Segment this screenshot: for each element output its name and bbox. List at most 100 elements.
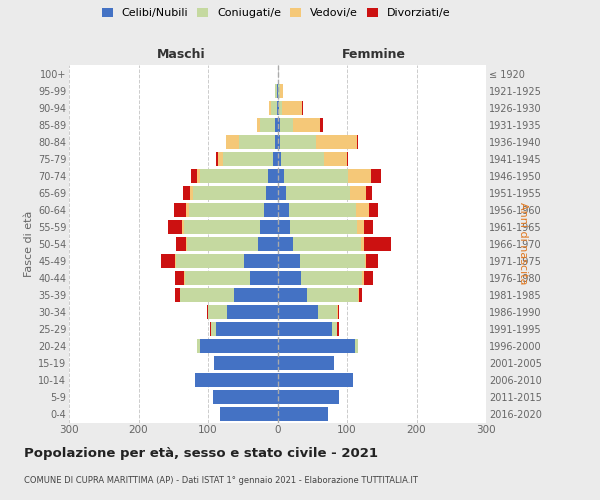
Bar	[185, 271, 250, 285]
Bar	[275, 118, 277, 132]
Bar	[286, 186, 350, 200]
Bar	[364, 237, 391, 250]
Bar	[301, 254, 365, 268]
Bar	[217, 322, 277, 336]
Bar	[281, 152, 324, 166]
Bar	[365, 254, 367, 268]
Bar	[358, 288, 359, 302]
Bar	[293, 237, 361, 250]
Bar	[277, 271, 301, 285]
Bar	[274, 152, 277, 166]
Bar	[197, 168, 200, 182]
Bar	[269, 100, 271, 114]
Bar	[283, 100, 302, 114]
Bar	[210, 322, 211, 336]
Bar	[280, 84, 283, 98]
Bar	[320, 118, 323, 132]
Bar	[324, 152, 347, 166]
Bar	[184, 271, 185, 285]
Bar	[263, 202, 277, 216]
Bar	[206, 305, 208, 319]
Bar	[190, 186, 193, 200]
Bar	[213, 390, 277, 404]
Bar	[337, 305, 338, 319]
Bar	[280, 134, 316, 148]
Bar	[175, 288, 180, 302]
Bar	[302, 100, 303, 114]
Bar	[268, 168, 277, 182]
Bar	[367, 254, 378, 268]
Bar	[184, 220, 260, 234]
Bar	[214, 356, 277, 370]
Bar	[279, 100, 283, 114]
Bar	[277, 186, 286, 200]
Bar	[362, 271, 364, 285]
Bar	[271, 100, 277, 114]
Bar	[290, 220, 358, 234]
Bar	[278, 84, 280, 98]
Bar	[161, 254, 175, 268]
Bar	[277, 100, 279, 114]
Y-axis label: Fasce di età: Fasce di età	[23, 210, 34, 277]
Bar	[187, 237, 258, 250]
Bar	[277, 254, 301, 268]
Bar	[187, 202, 188, 216]
Bar	[277, 152, 281, 166]
Bar	[200, 339, 277, 353]
Bar	[364, 220, 373, 234]
Bar	[338, 305, 340, 319]
Bar	[275, 84, 277, 98]
Bar	[361, 237, 364, 250]
Bar	[358, 220, 364, 234]
Bar	[293, 118, 320, 132]
Bar	[217, 152, 218, 166]
Bar	[284, 168, 349, 182]
Bar	[277, 237, 293, 250]
Bar	[200, 168, 268, 182]
Bar	[266, 186, 277, 200]
Bar	[318, 305, 337, 319]
Bar	[277, 305, 318, 319]
Bar	[260, 220, 277, 234]
Bar	[211, 322, 217, 336]
Bar	[175, 254, 176, 268]
Legend: Celibi/Nubili, Coniugati/e, Vedovi/e, Divorziati/e: Celibi/Nubili, Coniugati/e, Vedovi/e, Di…	[100, 6, 452, 20]
Bar	[244, 254, 277, 268]
Bar	[355, 339, 358, 353]
Text: COMUNE DI CUPRA MARITTIMA (AP) - Dati ISTAT 1° gennaio 2021 - Elaborazione TUTTI: COMUNE DI CUPRA MARITTIMA (AP) - Dati IS…	[24, 476, 418, 485]
Bar	[191, 168, 197, 182]
Bar	[260, 118, 275, 132]
Bar	[235, 288, 277, 302]
Bar	[186, 237, 187, 250]
Bar	[280, 118, 293, 132]
Bar	[239, 134, 275, 148]
Bar	[277, 288, 307, 302]
Bar	[223, 152, 274, 166]
Bar	[277, 168, 284, 182]
Bar	[277, 220, 290, 234]
Bar	[301, 271, 362, 285]
Bar	[277, 84, 278, 98]
Bar	[176, 254, 244, 268]
Bar	[277, 118, 280, 132]
Bar	[364, 271, 373, 285]
Bar	[193, 186, 266, 200]
Text: Femmine: Femmine	[341, 48, 406, 61]
Bar	[175, 271, 184, 285]
Text: Anni di nascita: Anni di nascita	[518, 202, 528, 285]
Bar	[277, 339, 355, 353]
Bar	[197, 339, 200, 353]
Bar	[220, 407, 277, 421]
Bar	[176, 237, 186, 250]
Bar	[227, 305, 277, 319]
Bar	[277, 407, 328, 421]
Bar	[357, 134, 358, 148]
Bar	[218, 152, 223, 166]
Bar	[277, 390, 338, 404]
Bar	[366, 186, 372, 200]
Bar	[180, 288, 235, 302]
Text: Maschi: Maschi	[157, 48, 206, 61]
Bar	[250, 271, 277, 285]
Bar	[174, 202, 187, 216]
Bar	[316, 134, 357, 148]
